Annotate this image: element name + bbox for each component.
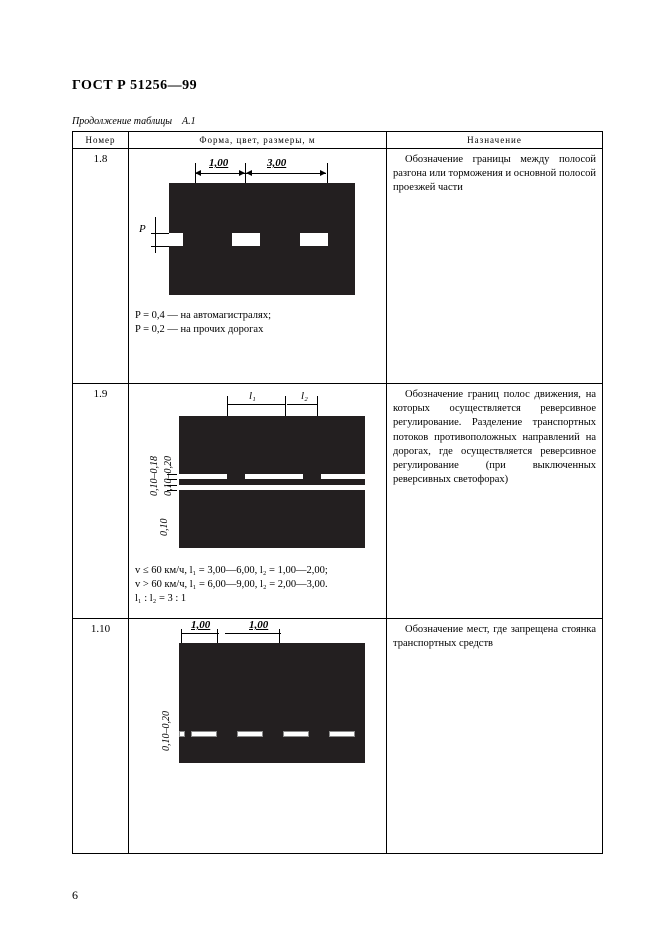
- description-cell: Обозначение границ полос движения, на ко…: [387, 384, 603, 619]
- dim-label: 1,00: [209, 157, 228, 169]
- dim-label: l₁: [249, 390, 256, 402]
- figure-cell: 1,00 3,00: [129, 149, 387, 384]
- dim-label: l₂: [301, 390, 308, 402]
- diagram-1-10: 1,00 1,00 0,10–0,20: [135, 623, 365, 783]
- continuation-label: Продолжение таблицы А.1: [72, 116, 602, 127]
- figure-note: v ≤ 60 км/ч, l₁ = 3,00—6,00, l₂ = 1,00—2…: [135, 564, 380, 607]
- description-cell: Обозначение границы между полосой разгон…: [387, 149, 603, 384]
- page-number: 6: [72, 888, 78, 903]
- diagram-1-8: 1,00 3,00: [135, 153, 355, 303]
- table-row: 1.10 1,00 1,00: [73, 619, 603, 854]
- page: ГОСТ Р 51256—99 Продолжение таблицы А.1 …: [72, 78, 602, 854]
- row-number: 1.8: [73, 149, 129, 384]
- p-label: P: [139, 223, 146, 235]
- y-dim-label: 0,10–0,20: [161, 711, 172, 751]
- description-cell: Обозначение мест, где запрещена стоянка …: [387, 619, 603, 854]
- col-header-purpose: Назначение: [387, 132, 603, 149]
- row-number: 1.10: [73, 619, 129, 854]
- col-header-number: Номер: [73, 132, 129, 149]
- document-title: ГОСТ Р 51256—99: [72, 78, 602, 94]
- dim-label: 1,00: [191, 619, 210, 631]
- y-dim-label: 0,10–0,18: [149, 456, 160, 496]
- dim-label: 3,00: [267, 157, 286, 169]
- table-row: 1.8 1,00 3,00: [73, 149, 603, 384]
- row-number: 1.9: [73, 384, 129, 619]
- y-dim-label: 0,10: [159, 519, 170, 537]
- col-header-form: Форма, цвет, размеры, м: [129, 132, 387, 149]
- dim-label: 1,00: [249, 619, 268, 631]
- figure-note: P = 0,4 — на автомагистралях; P = 0,2 — …: [135, 309, 380, 337]
- figure-cell: 1,00 1,00 0,10–0,20: [129, 619, 387, 854]
- diagram-1-9: l₁ l₂ 0,10–0,18 0,10–0,20 0,10: [135, 388, 365, 558]
- figure-cell: l₁ l₂ 0,10–0,18 0,10–0,20 0,10: [129, 384, 387, 619]
- markings-table: Номер Форма, цвет, размеры, м Назначение…: [72, 131, 603, 854]
- table-row: 1.9 l₁ l₂ 0,10–0,18: [73, 384, 603, 619]
